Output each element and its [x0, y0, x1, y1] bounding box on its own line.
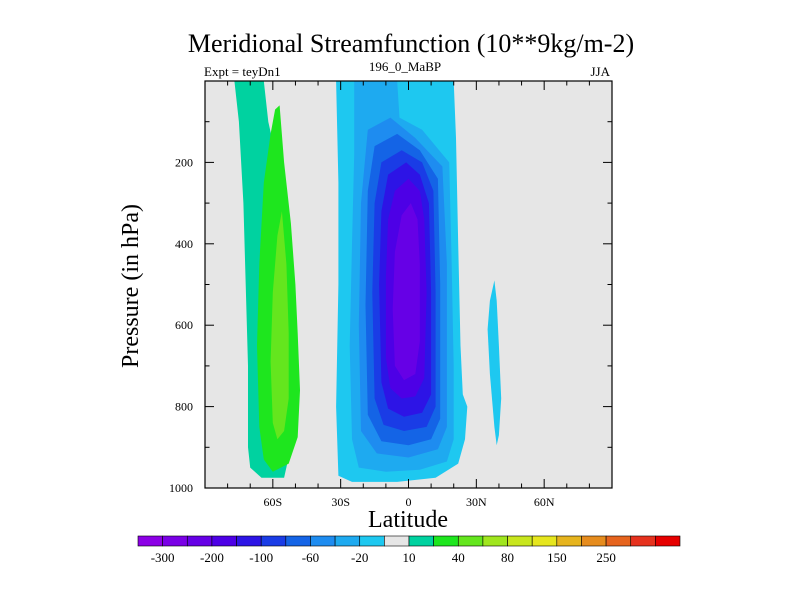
experiment-label: Expt = teyDn1 [204, 64, 281, 79]
colorbar-swatch [359, 535, 385, 547]
colorbar-label: 10 [403, 550, 416, 565]
chart-title: Meridional Streamfunction (10**9kg/m-2) [188, 29, 634, 58]
colorbar-swatch [531, 535, 558, 547]
cell-equator-level-neg350 [392, 203, 420, 381]
colorbar-label: -60 [302, 550, 319, 565]
plot-area: 60S 30S 0 30N 60N 200 400 600 800 1000 [169, 80, 613, 509]
contour-layer [234, 81, 502, 482]
colorbar-swatch [556, 535, 582, 547]
colorbar-swatch [433, 535, 459, 547]
colorbar-label: -100 [249, 550, 273, 565]
colorbar-swatch [334, 535, 361, 547]
y-tick-label: 200 [175, 155, 193, 169]
colorbar-label: 80 [501, 550, 514, 565]
colorbar-swatch [605, 535, 632, 547]
y-tick-label: 600 [175, 318, 193, 332]
colorbar-swatch [260, 535, 287, 547]
colorbar-label: -20 [351, 550, 368, 565]
colorbar-swatch [507, 535, 533, 547]
cell-nh-level-neg20 [487, 280, 502, 446]
x-axis-title: Latitude [368, 507, 448, 533]
colorbar-swatch [655, 535, 681, 547]
colorbar-swatch [457, 535, 484, 547]
colorbar: -300 -200 -100 -60 -20 10 40 80 150 250 [137, 535, 681, 565]
y-tick-label: 800 [175, 400, 193, 414]
colorbar-label: -300 [151, 550, 175, 565]
tick-layer: 60S 30S 0 30N 60N 200 400 600 800 1000 [169, 81, 612, 509]
colorbar-label: -200 [200, 550, 224, 565]
y-tick-label: 1000 [169, 481, 193, 495]
season-label: JJA [590, 64, 610, 79]
colorbar-swatch [581, 535, 607, 547]
x-tick-label: 60N [534, 495, 555, 509]
colorbar-swatch [137, 535, 163, 547]
y-axis-title: Pressure (in hPa) [118, 204, 144, 368]
x-tick-label: 30S [331, 495, 350, 509]
colorbar-label: 250 [596, 550, 616, 565]
period-label: 196_0_MaBP [369, 59, 441, 74]
colorbar-swatch [162, 535, 188, 547]
colorbar-swatch [236, 535, 262, 547]
cell-sh-level-80 [270, 211, 289, 440]
x-tick-label: 60S [263, 495, 282, 509]
colorbar-swatch [186, 535, 213, 547]
colorbar-swatch [285, 535, 311, 547]
x-tick-label: 0 [406, 495, 412, 509]
colorbar-swatch [384, 535, 410, 547]
colorbar-swatch [211, 535, 237, 547]
y-tick-label: 400 [175, 237, 193, 251]
x-tick-label: 30N [466, 495, 487, 509]
colorbar-swatch [630, 535, 656, 547]
colorbar-label: 150 [547, 550, 567, 565]
colorbar-label: 40 [452, 550, 465, 565]
colorbar-swatch [310, 535, 336, 547]
colorbar-swatch [482, 535, 508, 547]
colorbar-swatch [408, 535, 434, 547]
